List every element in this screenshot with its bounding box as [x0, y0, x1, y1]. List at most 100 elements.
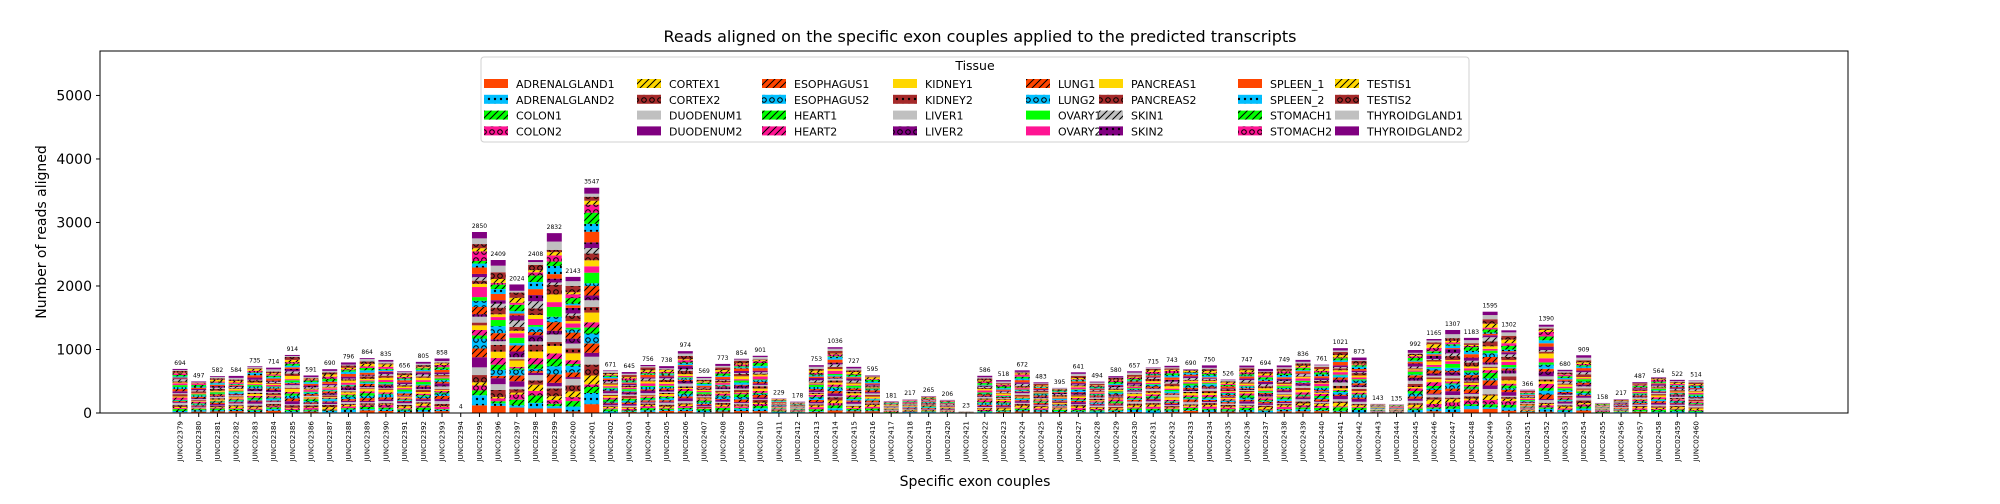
bar-total-label-JUNC02456: 217	[1615, 390, 1627, 397]
bar-hatch-JUNC02429-STOMACH2	[1108, 380, 1123, 382]
bar-hatch-JUNC02390-KIDNEY2	[378, 389, 393, 390]
bar-segment-JUNC02413-THYROIDGLAND2	[809, 365, 824, 367]
bar-hatch-JUNC02415-HEART1	[846, 397, 861, 399]
bar-hatch-JUNC02450-PANCREAS2	[1501, 357, 1516, 360]
bar-segment-JUNC02408-KIDNEY1	[715, 392, 730, 393]
bar-segment-JUNC02453-DUODENUM1	[1558, 404, 1573, 406]
bar-segment-JUNC02454-DUODENUM2	[1576, 396, 1591, 398]
bar-segment-JUNC02413-OVARY1	[809, 385, 824, 387]
bar-segment-JUNC02427-SPLEEN_1	[1071, 381, 1086, 383]
bar-hatch-JUNC02427-TESTIS1	[1071, 378, 1086, 379]
x-tick-label-JUNC02388: JUNC02388	[344, 421, 353, 463]
bar-hatch-JUNC02405-SKIN2	[659, 377, 674, 379]
bar-hatch-JUNC02400-HEART2	[566, 360, 581, 364]
bar-hatch-JUNC02395-LIVER2	[472, 314, 487, 317]
bar-hatch-JUNC02424-HEART2	[1015, 398, 1030, 399]
bar-hatch-JUNC02387-HEART1	[322, 399, 337, 400]
bar-segment-JUNC02458-OVARY2	[1651, 388, 1666, 389]
bar-hatch-JUNC02458-SKIN2	[1651, 384, 1666, 386]
bar-segment-JUNC02429-DUODENUM2	[1108, 405, 1123, 406]
bar-segment-JUNC02433-SPLEEN_1	[1183, 375, 1198, 377]
bar-hatch-JUNC02389-COLON2	[360, 405, 375, 407]
bar-hatch-JUNC02434-KIDNEY2	[1202, 391, 1217, 393]
bar-hatch-JUNC02401-SKIN2	[584, 242, 599, 248]
bar-segment-JUNC02382-KIDNEY1	[229, 397, 244, 398]
bar-segment-JUNC02379-THYROIDGLAND2	[173, 369, 188, 370]
bar-segment-JUNC02451-DUODENUM1	[1520, 409, 1535, 410]
bar-total-label-JUNC02410: 901	[754, 347, 766, 354]
legend-label-SPLEEN_1: SPLEEN_1	[1270, 78, 1324, 91]
bar-segment-JUNC02381-PANCREAS1	[210, 391, 225, 392]
bar-hatch-JUNC02438-HEART2	[1277, 396, 1292, 397]
bar-hatch-JUNC02432-COLON2	[1164, 408, 1179, 409]
bar-hatch-JUNC02379-ESOPHAGUS2	[173, 400, 188, 401]
bar-hatch-JUNC02390-LUNG1	[378, 384, 393, 385]
bar-hatch-JUNC02432-STOMACH2	[1164, 371, 1179, 373]
bar-segment-JUNC02408-DUODENUM2	[715, 400, 730, 402]
bar-hatch-JUNC02391-HEART2	[397, 398, 412, 399]
bar-hatch-JUNC02406-PANCREAS2	[678, 371, 693, 374]
bar-segment-JUNC02414-OVARY2	[828, 371, 843, 374]
bar-hatch-JUNC02424-COLON2	[1015, 408, 1030, 409]
bar-segment-JUNC02382-THYROIDGLAND1	[229, 378, 244, 380]
bar-hatch-JUNC02437-ADRENALGLAND2	[1258, 411, 1273, 412]
bar-JUNC02407	[697, 377, 712, 413]
legend-label-CORTEX2: CORTEX2	[669, 94, 720, 107]
bar-hatch-JUNC02399-LUNG1	[547, 322, 562, 331]
bar-hatch-JUNC02432-KIDNEY2	[1164, 397, 1179, 398]
bar-hatch-JUNC02404-STOMACH2	[640, 372, 655, 373]
bar-segment-JUNC02451-OVARY2	[1520, 399, 1535, 400]
bar-hatch-JUNC02451-PANCREAS2	[1520, 397, 1535, 398]
bar-segment-JUNC02380-PANCREAS1	[191, 393, 206, 394]
legend-swatch-hatch-LUNG2	[1026, 95, 1050, 104]
bar-hatch-JUNC02411-COLON2	[771, 411, 786, 412]
x-tick-label-JUNC02436: JUNC02436	[1242, 421, 1251, 463]
bar-hatch-JUNC02451-SKIN1	[1520, 396, 1535, 397]
bar-segment-JUNC02405-OVARY1	[659, 386, 674, 387]
bar-hatch-JUNC02403-HEART1	[622, 399, 637, 401]
bar-total-label-JUNC02448: 1183	[1464, 329, 1479, 336]
bar-hatch-JUNC02449-PANCREAS2	[1483, 342, 1498, 347]
bar-hatch-JUNC02445-LUNG1	[1408, 375, 1423, 377]
bar-hatch-JUNC02398-SKIN2	[528, 295, 543, 301]
bar-segment-JUNC02426-DUODENUM1	[1052, 407, 1067, 408]
bar-segment-JUNC02449-LIVER1	[1483, 365, 1498, 367]
bar-hatch-JUNC02454-TESTIS1	[1576, 362, 1591, 364]
bar-hatch-JUNC02406-LUNG2	[678, 378, 693, 379]
bar-hatch-JUNC02459-CORTEX2	[1670, 406, 1685, 407]
bar-hatch-JUNC02393-STOMACH1	[435, 367, 450, 369]
bar-hatch-JUNC02417-COLON2	[884, 411, 899, 412]
bar-hatch-JUNC02426-COLON1	[1052, 410, 1067, 411]
bar-hatch-JUNC02458-HEART2	[1651, 397, 1666, 399]
bar-segment-JUNC02385-KIDNEY1	[285, 389, 300, 392]
bar-segment-JUNC02418-THYROIDGLAND1	[902, 399, 917, 400]
bar-segment-JUNC02435-LIVER1	[1221, 397, 1236, 398]
bar-hatch-JUNC02454-LUNG2	[1576, 381, 1591, 382]
bar-hatch-JUNC02451-STOMACH1	[1520, 393, 1535, 394]
bar-segment-JUNC02445-OVARY1	[1408, 372, 1423, 375]
bar-hatch-JUNC02459-COLON1	[1670, 410, 1685, 412]
bar-segment-JUNC02446-PANCREAS1	[1426, 361, 1441, 364]
x-tick-label-JUNC02406: JUNC02406	[681, 421, 690, 463]
bar-hatch-JUNC02413-ESOPHAGUS2	[809, 398, 824, 400]
bar-hatch-JUNC02425-SPLEEN_2	[1033, 387, 1048, 388]
bar-hatch-JUNC02396-KIDNEY2	[491, 345, 506, 352]
bar-hatch-JUNC02392-SPLEEN_2	[416, 370, 431, 372]
bar-segment-JUNC02402-DUODENUM2	[603, 404, 618, 406]
bar-segment-JUNC02445-DUODENUM1	[1408, 401, 1423, 403]
legend-swatch-hatch-TESTIS2	[1335, 95, 1359, 104]
bar-JUNC02434	[1202, 365, 1217, 413]
bar-hatch-JUNC02390-ADRENALGLAND2	[378, 409, 393, 411]
bar-hatch-JUNC02402-HEART1	[603, 400, 618, 402]
bar-hatch-JUNC02457-LIVER2	[1632, 397, 1647, 398]
bar-hatch-JUNC02428-SKIN1	[1090, 390, 1105, 391]
bar-segment-JUNC02405-SPLEEN_1	[659, 375, 674, 376]
bar-hatch-JUNC02381-KIDNEY2	[210, 398, 225, 399]
bar-hatch-JUNC02449-CORTEX1	[1483, 395, 1498, 400]
legend-swatch-DUODENUM1	[637, 111, 661, 120]
bar-hatch-JUNC02441-CORTEX1	[1333, 403, 1348, 406]
bar-hatch-JUNC02388-KIDNEY2	[341, 391, 356, 392]
bar-hatch-JUNC02401-STOMACH1	[584, 213, 599, 224]
bar-hatch-JUNC02391-CORTEX1	[397, 406, 412, 408]
bar-hatch-JUNC02400-CORTEX2	[566, 385, 581, 391]
